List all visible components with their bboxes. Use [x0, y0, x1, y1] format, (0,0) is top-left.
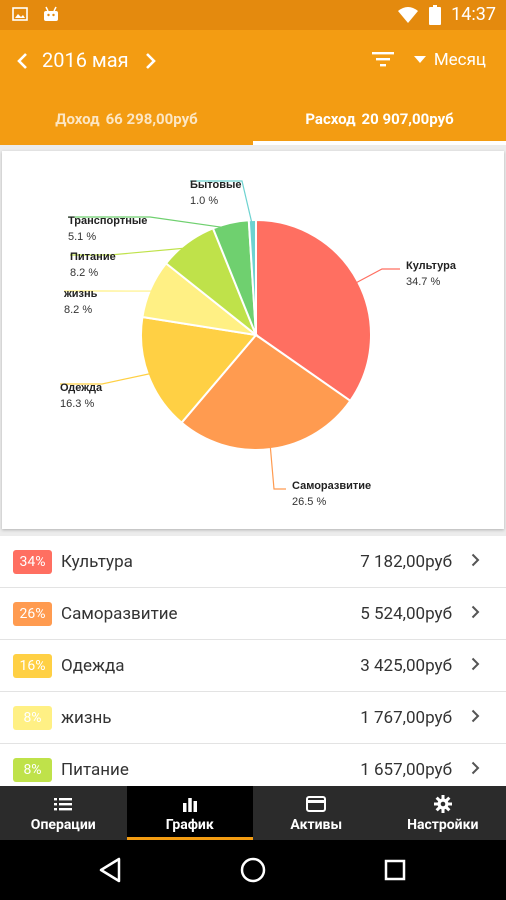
list-icon	[54, 797, 73, 810]
clock: 14:37	[451, 4, 496, 25]
nav-chart[interactable]: График	[126, 786, 253, 840]
dropdown-arrow-icon	[413, 56, 426, 63]
category-name: Питание	[61, 759, 129, 780]
nav-chart-label: График	[165, 816, 214, 833]
system-nav-bar	[0, 840, 506, 900]
leader-line	[269, 443, 286, 490]
wifi-icon	[398, 6, 419, 23]
filter-button[interactable]	[372, 50, 394, 72]
nav-settings[interactable]: Настройки	[380, 786, 506, 840]
list-item[interactable]: 16% Одежда 3 425,00руб	[0, 640, 506, 692]
period-label: 2016 мая	[42, 48, 129, 72]
category-amount: 7 182,00руб	[360, 551, 452, 572]
tab-expense-label: Расход	[305, 109, 356, 128]
leader-line	[60, 372, 154, 385]
percent-badge: 26%	[13, 601, 52, 626]
category-amount: 1 767,00руб	[360, 707, 452, 728]
slice-label: Питание	[70, 251, 116, 263]
nav-assets-label: Активы	[290, 816, 343, 833]
chevron-right-icon	[471, 551, 480, 572]
slice-label: Бытовые	[190, 179, 242, 191]
status-bar: 14:37	[0, 0, 506, 30]
list-item[interactable]: 8% жизнь 1 767,00руб	[0, 692, 506, 744]
percent-badge: 8%	[13, 705, 52, 730]
category-name: Саморазвитие	[61, 603, 178, 624]
category-amount: 3 425,00руб	[360, 655, 452, 676]
image-icon	[12, 7, 28, 21]
nav-operations[interactable]: Операции	[0, 786, 127, 840]
list-item[interactable]: 8% Питание 1 657,00руб	[0, 744, 506, 796]
chevron-right-icon	[471, 603, 480, 624]
chevron-right-icon	[471, 707, 480, 728]
nav-assets[interactable]: Активы	[253, 786, 380, 840]
chevron-right-icon	[471, 759, 480, 780]
pie-slice[interactable]	[247, 218, 257, 336]
android-icon	[44, 6, 58, 21]
chevron-right-icon	[471, 655, 480, 676]
percent-badge: 16%	[13, 653, 52, 678]
percent-badge: 34%	[13, 549, 52, 574]
home-icon[interactable]	[237, 854, 269, 886]
card-icon	[306, 795, 327, 812]
app-bar: 2016 мая Месяц Доход 66 298,00руб Расход…	[0, 30, 506, 145]
slice-percent-label: 5.1 %	[68, 231, 96, 243]
bottom-nav: Операции График Активы Настройки	[0, 786, 506, 840]
next-period-button[interactable]	[138, 48, 164, 74]
slice-percent-label: 26.5 %	[292, 496, 326, 508]
tab-income[interactable]: Доход 66 298,00руб	[0, 92, 253, 145]
list-item[interactable]: 34% Культура 7 182,00руб	[0, 536, 506, 588]
category-list: 34% Культура 7 182,00руб 26% Саморазвити…	[0, 536, 506, 796]
filter-icon	[372, 52, 394, 67]
previous-period-button[interactable]	[9, 48, 35, 74]
tab-income-label: Доход	[55, 109, 100, 128]
percent-badge: 8%	[13, 757, 52, 782]
slice-label: Одежда	[60, 382, 103, 394]
chart-card: Культура 34.7 % Саморазвитие 26.5 % Одежда 16…	[2, 151, 504, 529]
recents-icon[interactable]	[379, 854, 411, 886]
list-item[interactable]: 26% Саморазвитие 5 524,00руб	[0, 588, 506, 640]
leader-line	[70, 247, 191, 256]
period-selector[interactable]: Месяц	[413, 50, 486, 70]
period-selector-label: Месяц	[433, 50, 486, 70]
leader-line	[68, 216, 232, 230]
tab-income-amount: 66 298,00руб	[105, 109, 198, 128]
pie-chart[interactable]: Культура 34.7 % Саморазвитие 26.5 % Одежда 16…	[2, 151, 504, 529]
leader-line	[352, 268, 400, 286]
slice-label: жизнь	[63, 288, 98, 300]
category-name: Культура	[61, 551, 133, 572]
back-icon[interactable]	[95, 854, 127, 886]
category-amount: 1 657,00руб	[360, 759, 452, 780]
bar-chart-icon	[182, 797, 197, 812]
leader-line	[190, 180, 254, 227]
category-name: Одежда	[61, 655, 125, 676]
slice-label: Культура	[406, 260, 457, 272]
nav-operations-label: Операции	[30, 816, 96, 833]
slice-percent-label: 8.2 %	[64, 304, 92, 316]
tabs: Доход 66 298,00руб Расход 20 907,00руб	[0, 92, 506, 145]
category-amount: 5 524,00руб	[360, 603, 452, 624]
pie-slice[interactable]	[140, 315, 258, 425]
slice-percent-label: 8.2 %	[70, 267, 98, 279]
tab-expense-amount: 20 907,00руб	[361, 109, 454, 128]
chevron-left-icon	[17, 53, 27, 69]
nav-settings-label: Настройки	[407, 816, 479, 833]
battery-icon	[429, 4, 442, 25]
chevron-right-icon	[146, 53, 156, 69]
slice-percent-label: 34.7 %	[406, 276, 440, 288]
gear-icon	[433, 794, 452, 813]
category-name: жизнь	[61, 707, 112, 728]
slice-percent-label: 1.0 %	[190, 195, 218, 207]
tab-expense[interactable]: Расход 20 907,00руб	[253, 92, 506, 145]
slice-label: Транспортные	[68, 215, 147, 227]
slice-percent-label: 16.3 %	[60, 398, 94, 410]
slice-label: Саморазвитие	[292, 480, 371, 492]
